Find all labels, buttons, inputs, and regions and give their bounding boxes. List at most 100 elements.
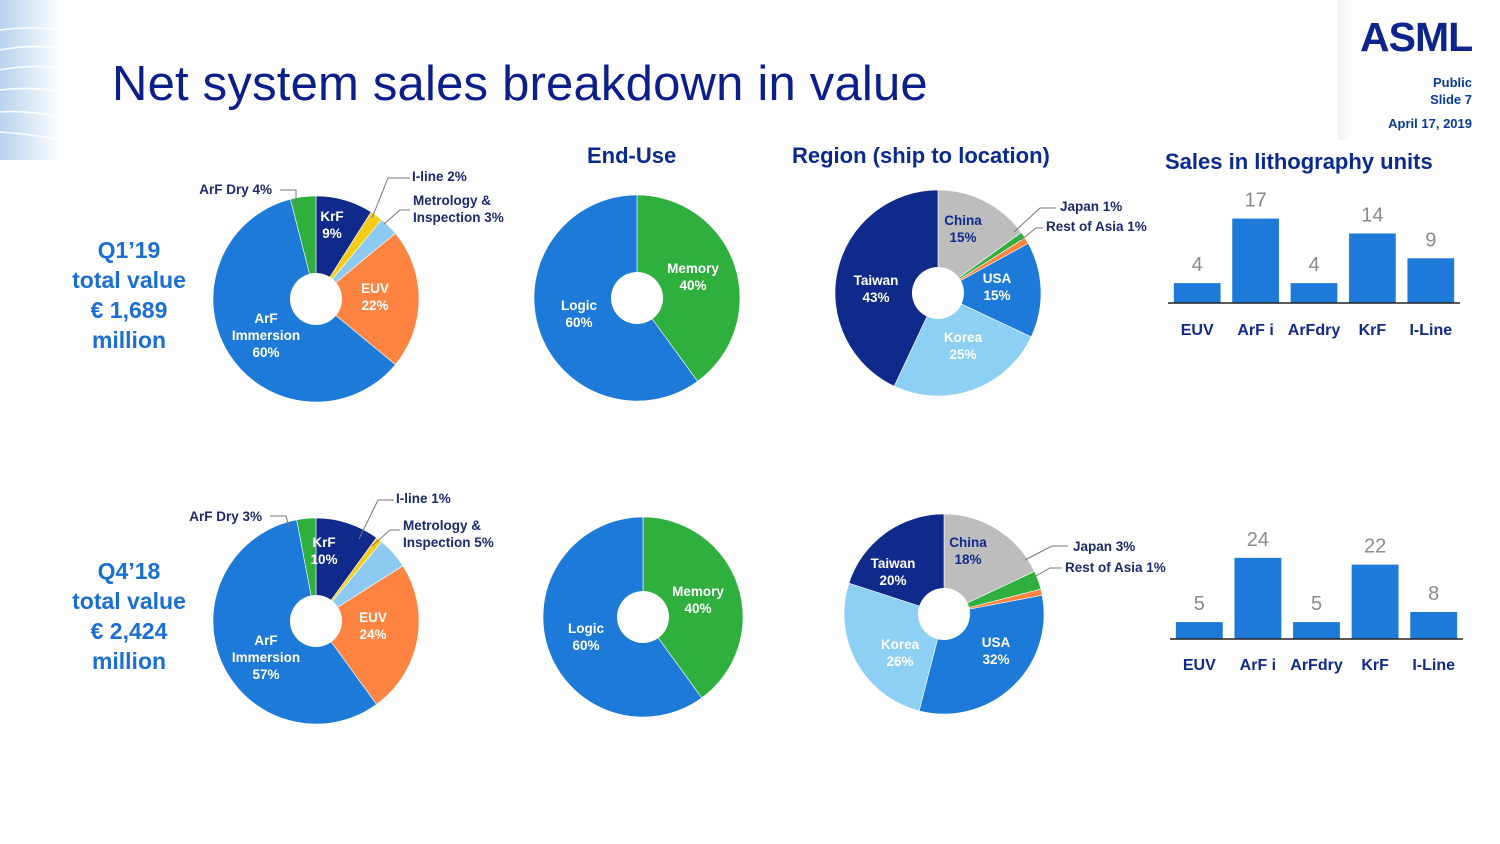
leader-line [1024, 545, 1068, 561]
period-total-label: total value [72, 588, 186, 614]
category-label: I-Line [1409, 322, 1452, 339]
donut-hole [912, 267, 964, 319]
category-label: KrF [1361, 657, 1389, 674]
period-total-unit: million [91, 327, 167, 353]
category-label: ArFdry [1290, 657, 1343, 674]
pie-q1-technology: KrF 9% I-line 2% Metrology & Inspection 3% EU… [199, 169, 504, 403]
pie-label-taiwan: 43% [862, 290, 889, 305]
pie-label-metrology-and-inspection: Inspection 5% [403, 535, 494, 550]
bar-value-label: 24 [1247, 529, 1269, 551]
pie-label-arf-immersion: 60% [252, 345, 279, 360]
end-use-title: End-Use [587, 143, 677, 168]
period-total-value: € 2,424 [90, 618, 168, 644]
pie-slice-china [943, 513, 1035, 615]
pie-label-japan: Japan 3% [1073, 539, 1135, 554]
bar-value-label: 4 [1192, 254, 1203, 276]
bar-krf [1349, 233, 1396, 303]
slide-date: April 17, 2019 [1388, 116, 1472, 131]
pie-label-memory: 40% [684, 601, 711, 616]
bar-krf [1351, 564, 1399, 639]
pie-label-krf: KrF [312, 535, 335, 550]
pie-q1-end-use: Memory 40% Logic 60% [533, 194, 741, 402]
bar-i-line [1407, 258, 1455, 303]
wave-lines [0, 27, 63, 141]
pie-label-usa: 32% [982, 652, 1009, 667]
pie-label-japan: Japan 1% [1060, 199, 1122, 214]
pie-label-taiwan: Taiwan [854, 273, 899, 288]
leader-line [371, 529, 400, 547]
pie-label-arf-immersion: ArF [254, 311, 277, 326]
donut-hole [290, 595, 342, 647]
bar-value-label: 5 [1194, 593, 1205, 615]
units-title: Sales in lithography units [1165, 149, 1433, 174]
pie-label-arf-immersion: Immersion [232, 650, 300, 665]
pie-label-logic: Logic [561, 298, 597, 313]
bar-value-label: 8 [1428, 583, 1439, 605]
bar-i-line [1410, 611, 1458, 639]
period-name: Q1’19 [97, 237, 161, 263]
pie-label-arf-dry: ArF Dry 4% [199, 182, 272, 197]
header-decoration [0, 0, 1500, 160]
asml-logo: ASML [1360, 14, 1473, 60]
pie-label-i-line: I-line 1% [396, 491, 451, 506]
pie-label-memory: Memory [667, 261, 719, 276]
pie-q4-region: China 18% Japan 3% Rest of Asia 1% USA 32% Kor… [843, 513, 1166, 715]
pie-label-euv: EUV [359, 610, 387, 625]
leader-line [1020, 227, 1043, 241]
pie-label-logic: 60% [565, 315, 592, 330]
pie-label-euv: 22% [361, 298, 388, 313]
pie-label-krf: 10% [310, 552, 337, 567]
bar-arfdry [1290, 283, 1338, 303]
pie-slice-taiwan [848, 513, 945, 615]
pie-label-rest-of-asia: Rest of Asia 1% [1046, 219, 1147, 234]
page-title: Net system sales breakdown in value [112, 57, 928, 111]
pie-label-metrology-and-inspection: Inspection 3% [413, 210, 504, 225]
bar-euv [1175, 622, 1223, 639]
pie-label-arf-immersion: ArF [254, 633, 277, 648]
pie-label-korea: 26% [886, 654, 913, 669]
pie-label-china: China [944, 213, 982, 228]
pie-label-china: China [949, 535, 987, 550]
bar-value-label: 4 [1308, 254, 1319, 276]
pie-slice-memory [642, 516, 744, 699]
pie-slice-taiwan [834, 189, 939, 387]
pie-label-china: 18% [954, 552, 981, 567]
pie-label-arf-dry: ArF Dry 3% [189, 509, 262, 524]
pie-label-china: 15% [949, 230, 976, 245]
pie-label-korea: Korea [944, 330, 983, 345]
donut-hole [611, 272, 663, 324]
pie-label-krf: 9% [322, 226, 342, 241]
category-label: EUV [1183, 657, 1216, 674]
pie-slice-usa [937, 242, 1042, 338]
pie-slice-memory [636, 194, 741, 382]
bar-value-label: 9 [1425, 229, 1436, 251]
category-label: I-Line [1412, 657, 1455, 674]
leader-line [383, 209, 410, 225]
pie-label-euv: EUV [361, 281, 389, 296]
pie-label-taiwan: 20% [879, 573, 906, 588]
pie-label-i-line: I-line 2% [412, 169, 467, 184]
pie-label-usa: USA [982, 635, 1011, 650]
slide-number: Slide 7 [1430, 92, 1472, 107]
bar-value-label: 22 [1364, 536, 1386, 558]
donut-hole [918, 588, 970, 640]
pie-label-usa: 15% [983, 288, 1010, 303]
leader-line [1013, 207, 1056, 233]
header-panel [1338, 0, 1500, 140]
pie-slice-arf-dry [296, 517, 317, 622]
leader-line [280, 189, 297, 206]
leader-line [358, 499, 394, 540]
category-label: ArF i [1237, 322, 1273, 339]
pie-label-krf: KrF [320, 209, 343, 224]
pie-label-arf-immersion: Immersion [232, 328, 300, 343]
pie-label-rest-of-asia: Rest of Asia 1% [1065, 560, 1166, 575]
pie-label-taiwan: Taiwan [871, 556, 916, 571]
period-total-label: total value [72, 267, 186, 293]
period-name: Q4’18 [97, 558, 161, 584]
category-label: EUV [1181, 322, 1214, 339]
period-total-unit: million [91, 648, 167, 674]
pie-q1-region: China 15% Japan 1% Rest of Asia 1% USA 15% Kor… [834, 189, 1147, 397]
leader-line [1033, 567, 1062, 578]
pie-q4-end-use: Memory 40% Logic 60% [542, 516, 744, 718]
